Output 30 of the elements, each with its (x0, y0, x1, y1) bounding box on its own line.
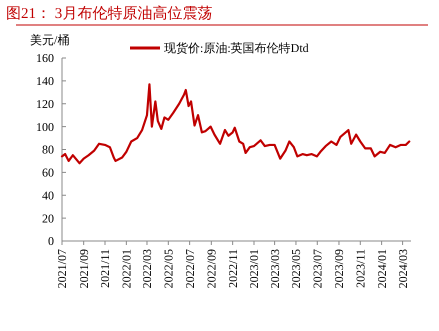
x-tick-label: 2022/07 (182, 249, 197, 288)
x-tick-label: 2024/01 (374, 249, 389, 288)
y-tick-label: 100 (36, 120, 54, 134)
x-tick-label: 2023/01 (247, 249, 262, 288)
x-tick-label: 2021/07 (55, 249, 70, 288)
x-tick-label: 2023/07 (310, 249, 324, 288)
x-tick-label: 2023/03 (268, 249, 282, 288)
x-tick-label: 2023/11 (353, 249, 368, 288)
y-tick-label: 20 (42, 211, 54, 226)
chart-title: 图21： 3月布伦特原油高位震荡 (6, 5, 212, 22)
line-series (60, 83, 410, 164)
y-tick-label: 120 (36, 96, 54, 111)
y-axis-title: 美元/桶 (30, 33, 70, 47)
y-tick-label: 40 (42, 188, 54, 202)
x-tick-label: 2023/09 (332, 249, 346, 288)
y-tick-label: 140 (36, 74, 54, 88)
x-tick-label: 2024/03 (396, 249, 410, 288)
x-tick-label: 2023/05 (289, 249, 304, 288)
x-tick-label: 2022/03 (140, 249, 154, 288)
x-tick-label: 2022/05 (162, 249, 176, 288)
y-tick-label: 0 (48, 234, 54, 248)
x-tick-label: 2022/11 (226, 249, 240, 288)
x-tick-label: 2022/01 (120, 249, 134, 288)
x-tick-label: 2021/11 (98, 249, 112, 288)
y-tick-label: 60 (42, 166, 54, 180)
y-tick-label: 80 (42, 142, 54, 157)
x-tick-label: 2021/09 (76, 249, 91, 288)
legend-label: 现货价:原油:英国布伦特Dtd (164, 41, 309, 56)
y-tick-label: 160 (36, 51, 54, 66)
x-tick-label: 2022/09 (204, 249, 219, 288)
